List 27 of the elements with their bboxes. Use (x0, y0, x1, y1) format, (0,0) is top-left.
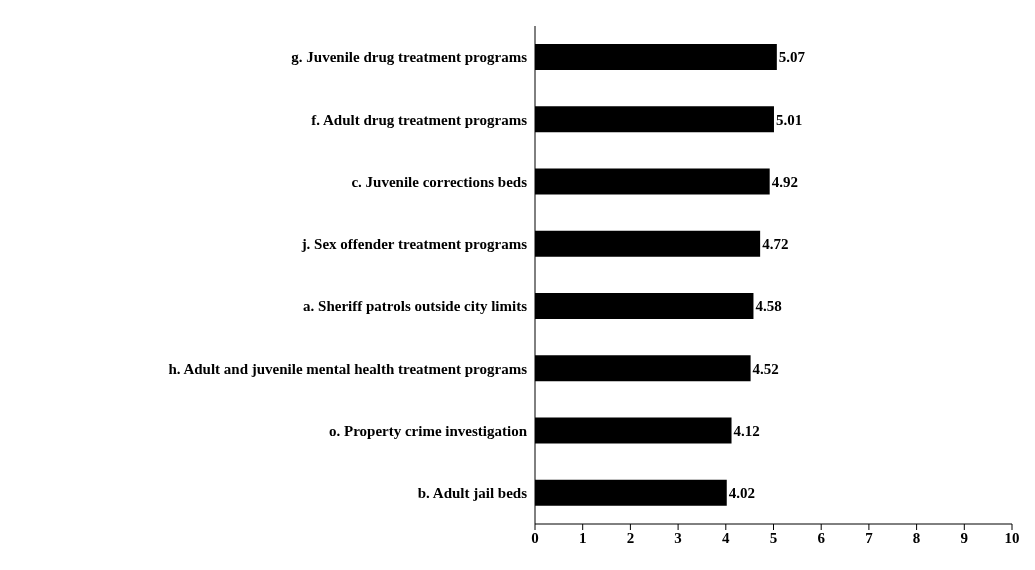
y-tick-label: f. Adult drug treatment programs (311, 111, 528, 128)
data-label: 4.02 (728, 485, 755, 502)
data-label: 4.92 (771, 173, 798, 190)
x-tick-label: 7 (865, 529, 874, 546)
x-tick-label: 8 (912, 529, 921, 546)
data-label: 4.58 (755, 298, 782, 315)
y-tick-label: h. Adult and juvenile mental health treatment programs (168, 360, 528, 377)
y-tick-label: a. Sheriff patrols outside city limits (303, 298, 528, 315)
data-label: 5.01 (775, 111, 803, 128)
x-tick-label: 5 (769, 529, 778, 546)
x-tick-label: 2 (626, 529, 635, 546)
data-label: 4.12 (733, 422, 760, 439)
y-tick-label: g. Juvenile drug treatment programs (291, 49, 528, 66)
data-label: 4.72 (762, 236, 789, 253)
x-tick-label: 10 (1004, 529, 1020, 546)
data-label: 4.52 (752, 360, 779, 377)
x-tick-label: 4 (722, 529, 731, 546)
x-tick-label: 9 (960, 529, 969, 546)
y-tick-label: o. Property crime investigation (328, 422, 528, 439)
x-tick-label: 0 (531, 529, 539, 546)
x-tick-label: 3 (674, 529, 682, 546)
x-tick-label: 1 (578, 529, 587, 546)
data-label: 5.07 (778, 49, 806, 66)
y-tick-label: j. Sex offender treatment programs (300, 236, 528, 253)
y-tick-label: b. Adult jail beds (417, 485, 528, 502)
y-tick-label: c. Juvenile corrections beds (351, 173, 528, 190)
x-tick-label: 6 (817, 529, 826, 546)
